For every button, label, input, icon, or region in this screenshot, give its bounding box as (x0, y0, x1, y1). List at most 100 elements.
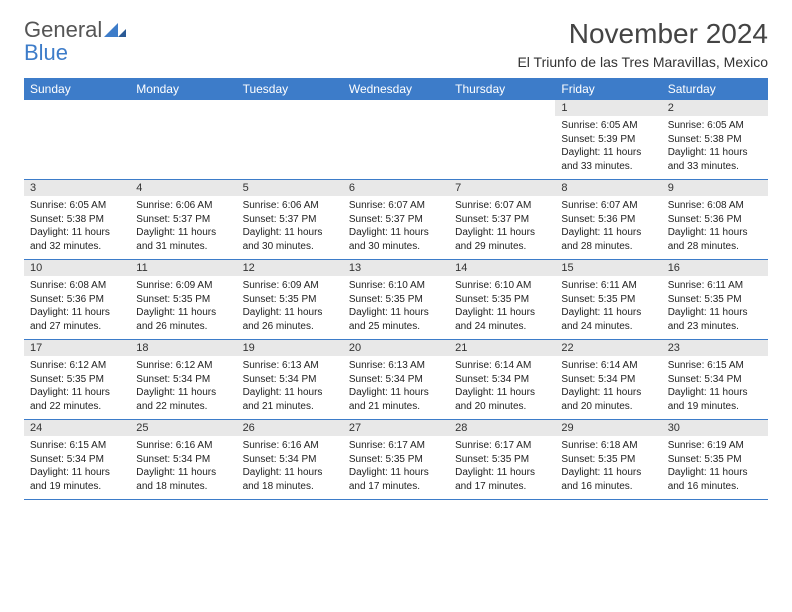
calendar-table: Sunday Monday Tuesday Wednesday Thursday… (24, 78, 768, 500)
daylight-text-2: and 18 minutes. (136, 480, 230, 494)
daylight-text-2: and 26 minutes. (243, 320, 337, 334)
daylight-text-1: Daylight: 11 hours (243, 306, 337, 320)
day-number-row: 24252627282930 (24, 420, 768, 437)
daylight-text-1: Daylight: 11 hours (561, 226, 655, 240)
sunset-text: Sunset: 5:35 PM (136, 293, 230, 307)
sunrise-text: Sunrise: 6:08 AM (668, 199, 762, 213)
sunset-text: Sunset: 5:39 PM (561, 133, 655, 147)
day-content-cell: Sunrise: 6:09 AMSunset: 5:35 PMDaylight:… (237, 276, 343, 340)
sunset-text: Sunset: 5:34 PM (455, 373, 549, 387)
sunset-text: Sunset: 5:37 PM (243, 213, 337, 227)
sunset-text: Sunset: 5:35 PM (668, 453, 762, 467)
day-number-cell: 20 (343, 340, 449, 357)
day-content-cell: Sunrise: 6:16 AMSunset: 5:34 PMDaylight:… (237, 436, 343, 500)
day-number-cell: 4 (130, 180, 236, 197)
sunrise-text: Sunrise: 6:06 AM (243, 199, 337, 213)
day-content-cell (343, 116, 449, 180)
daylight-text-1: Daylight: 11 hours (136, 386, 230, 400)
daylight-text-2: and 27 minutes. (30, 320, 124, 334)
weekday-header: Saturday (662, 78, 768, 100)
title-block: November 2024 El Triunfo de las Tres Mar… (517, 18, 768, 70)
daylight-text-2: and 30 minutes. (243, 240, 337, 254)
daylight-text-2: and 29 minutes. (455, 240, 549, 254)
daylight-text-1: Daylight: 11 hours (30, 306, 124, 320)
sunset-text: Sunset: 5:35 PM (455, 293, 549, 307)
sunrise-text: Sunrise: 6:09 AM (136, 279, 230, 293)
daylight-text-1: Daylight: 11 hours (455, 386, 549, 400)
sunrise-text: Sunrise: 6:16 AM (136, 439, 230, 453)
sunset-text: Sunset: 5:35 PM (30, 373, 124, 387)
daylight-text-1: Daylight: 11 hours (30, 466, 124, 480)
sunrise-text: Sunrise: 6:12 AM (30, 359, 124, 373)
daylight-text-1: Daylight: 11 hours (349, 386, 443, 400)
sunrise-text: Sunrise: 6:19 AM (668, 439, 762, 453)
daylight-text-1: Daylight: 11 hours (243, 226, 337, 240)
location: El Triunfo de las Tres Maravillas, Mexic… (517, 54, 768, 70)
day-content-cell: Sunrise: 6:05 AMSunset: 5:38 PMDaylight:… (662, 116, 768, 180)
day-content-cell: Sunrise: 6:07 AMSunset: 5:36 PMDaylight:… (555, 196, 661, 260)
day-content-cell: Sunrise: 6:10 AMSunset: 5:35 PMDaylight:… (343, 276, 449, 340)
sunrise-text: Sunrise: 6:18 AM (561, 439, 655, 453)
day-number-cell (449, 100, 555, 116)
day-number-cell: 16 (662, 260, 768, 277)
daylight-text-1: Daylight: 11 hours (668, 226, 762, 240)
day-number-cell: 29 (555, 420, 661, 437)
day-number-cell: 19 (237, 340, 343, 357)
day-number-cell: 21 (449, 340, 555, 357)
daylight-text-1: Daylight: 11 hours (136, 466, 230, 480)
sunrise-text: Sunrise: 6:08 AM (30, 279, 124, 293)
sunset-text: Sunset: 5:35 PM (349, 293, 443, 307)
day-number-cell: 11 (130, 260, 236, 277)
sunset-text: Sunset: 5:34 PM (349, 373, 443, 387)
day-number-row: 12 (24, 100, 768, 116)
day-number-cell (24, 100, 130, 116)
sunset-text: Sunset: 5:34 PM (561, 373, 655, 387)
sunset-text: Sunset: 5:36 PM (561, 213, 655, 227)
daylight-text-2: and 24 minutes. (455, 320, 549, 334)
day-number-cell (343, 100, 449, 116)
daylight-text-1: Daylight: 11 hours (30, 226, 124, 240)
sunrise-text: Sunrise: 6:07 AM (455, 199, 549, 213)
day-content-cell: Sunrise: 6:06 AMSunset: 5:37 PMDaylight:… (130, 196, 236, 260)
day-number-cell: 3 (24, 180, 130, 197)
daylight-text-2: and 22 minutes. (136, 400, 230, 414)
daylight-text-1: Daylight: 11 hours (561, 466, 655, 480)
daylight-text-1: Daylight: 11 hours (349, 226, 443, 240)
day-content-cell: Sunrise: 6:14 AMSunset: 5:34 PMDaylight:… (449, 356, 555, 420)
daylight-text-2: and 26 minutes. (136, 320, 230, 334)
daylight-text-2: and 33 minutes. (668, 160, 762, 174)
day-number-row: 10111213141516 (24, 260, 768, 277)
day-content-cell: Sunrise: 6:05 AMSunset: 5:39 PMDaylight:… (555, 116, 661, 180)
day-content-cell: Sunrise: 6:17 AMSunset: 5:35 PMDaylight:… (449, 436, 555, 500)
sunset-text: Sunset: 5:37 PM (349, 213, 443, 227)
day-number-cell: 15 (555, 260, 661, 277)
daylight-text-2: and 19 minutes. (30, 480, 124, 494)
sunrise-text: Sunrise: 6:14 AM (561, 359, 655, 373)
day-number-cell: 30 (662, 420, 768, 437)
sunset-text: Sunset: 5:35 PM (243, 293, 337, 307)
calendar-body: 12Sunrise: 6:05 AMSunset: 5:39 PMDayligh… (24, 100, 768, 500)
day-content-cell: Sunrise: 6:13 AMSunset: 5:34 PMDaylight:… (237, 356, 343, 420)
logo-line1: General (24, 17, 102, 42)
day-content-cell (237, 116, 343, 180)
day-number-cell: 2 (662, 100, 768, 116)
daylight-text-2: and 21 minutes. (243, 400, 337, 414)
day-content-cell: Sunrise: 6:09 AMSunset: 5:35 PMDaylight:… (130, 276, 236, 340)
sunrise-text: Sunrise: 6:10 AM (455, 279, 549, 293)
day-number-cell: 27 (343, 420, 449, 437)
daylight-text-1: Daylight: 11 hours (136, 306, 230, 320)
day-number-cell: 24 (24, 420, 130, 437)
day-number-cell: 10 (24, 260, 130, 277)
day-content-row: Sunrise: 6:12 AMSunset: 5:35 PM Daylight:… (24, 356, 768, 420)
day-content-cell: Sunrise: 6:11 AMSunset: 5:35 PMDaylight:… (555, 276, 661, 340)
sunset-text: Sunset: 5:36 PM (30, 293, 124, 307)
daylight-text-2: and 24 minutes. (561, 320, 655, 334)
daylight-text-2: and 16 minutes. (561, 480, 655, 494)
sunset-text: Sunset: 5:34 PM (243, 373, 337, 387)
sunset-text: Sunset: 5:34 PM (243, 453, 337, 467)
weekday-header-row: Sunday Monday Tuesday Wednesday Thursday… (24, 78, 768, 100)
day-number-cell: 25 (130, 420, 236, 437)
daylight-text-2: and 28 minutes. (668, 240, 762, 254)
day-number-cell: 17 (24, 340, 130, 357)
day-number-row: 3456789 (24, 180, 768, 197)
